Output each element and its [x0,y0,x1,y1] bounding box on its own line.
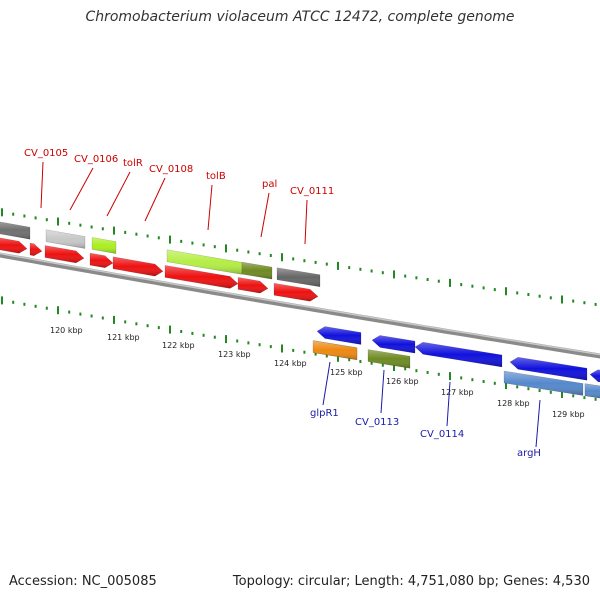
genome-backbone [0,252,600,359]
gene-gray-2-shading [277,267,320,287]
gene-features [0,221,600,399]
ruler-label-126: 126 kbp [386,377,419,386]
backbone-highlight [0,252,600,356]
ruler-label-124: 124 kbp [274,359,307,368]
gene-blue-5-shading [590,369,600,383]
gene-red-7-shading [238,277,268,294]
ruler-label-122: 122 kbp [162,341,195,350]
gene-lightgray-shading [46,229,85,249]
gene-lime-1-shading [92,237,116,254]
accession-text: Accession: NC_005085 [9,574,157,589]
gene-label-cv0108: CV_0108 [149,164,193,175]
gene-red-1-shading [0,237,27,254]
top-leader-1 [69,167,94,211]
bottom-leader-0 [322,361,331,406]
bottom-leader-1 [380,369,385,414]
gene-steelblue-shading [504,371,583,396]
outer-tick-track [1,208,597,306]
ruler-label-120: 120 kbp [50,326,83,335]
gene-red-5-shading [113,256,163,277]
top-leader-5 [260,192,270,238]
gene-label-cv0111: CV_0111 [290,186,334,197]
gene-blue-1-shading [317,326,361,345]
gene-label-pal: pal [262,179,277,190]
gene-olive-2-shading [368,349,410,369]
gene-label-cv0106: CV_0106 [74,154,118,165]
gene-blue-3-shading [415,342,502,367]
gene-lime-2-shading [167,249,242,275]
gene-steelblue-2-shading [585,383,600,399]
gene-blue-4-shading [510,357,587,381]
gene-red-8-shading [274,283,318,302]
bottom-leader-2 [446,381,451,427]
ruler-label-128: 128 kbp [497,399,530,408]
gene-label-argh: argH [517,448,541,459]
top-leader-4 [207,184,213,231]
bottom-leader-3 [535,399,541,448]
gene-orange-shading [313,340,357,360]
top-leader-0 [40,161,44,209]
gene-red-3-shading [45,245,84,263]
gene-red-2-shading [30,243,42,256]
gene-label-tolb: tolB [206,171,226,182]
gene-olive-1-shading [242,262,272,280]
ruler-label-121: 121 kbp [107,333,140,342]
label-leaders [40,161,541,448]
gene-label-cv0105: CV_0105 [24,148,68,159]
gene-red-4-shading [90,253,113,268]
ruler-label-127: 127 kbp [441,388,474,397]
gene-label-glpr1: glpR1 [310,408,339,419]
ruler-label-129: 129 kbp [552,410,585,419]
gene-red-6-shading [165,265,238,289]
top-leader-2 [106,171,131,217]
gene-gray-1-shading [0,221,30,240]
gene-label-cv0113: CV_0113 [355,417,399,428]
gene-blue-2-shading [372,335,415,354]
gene-label-cv0114: CV_0114 [420,429,464,440]
gene-label-tolr: tolR [123,158,143,169]
inner-tick-track [1,296,597,401]
top-leader-3 [144,177,166,222]
ruler-label-123: 123 kbp [218,350,251,359]
genome-summary-text: Topology: circular; Length: 4,751,080 bp… [232,574,590,589]
backbone-line [0,252,600,359]
ruler-label-125: 125 kbp [330,368,363,377]
map-title: Chromobacterium violaceum ATCC 12472, co… [85,9,515,25]
top-leader-6 [304,199,308,245]
